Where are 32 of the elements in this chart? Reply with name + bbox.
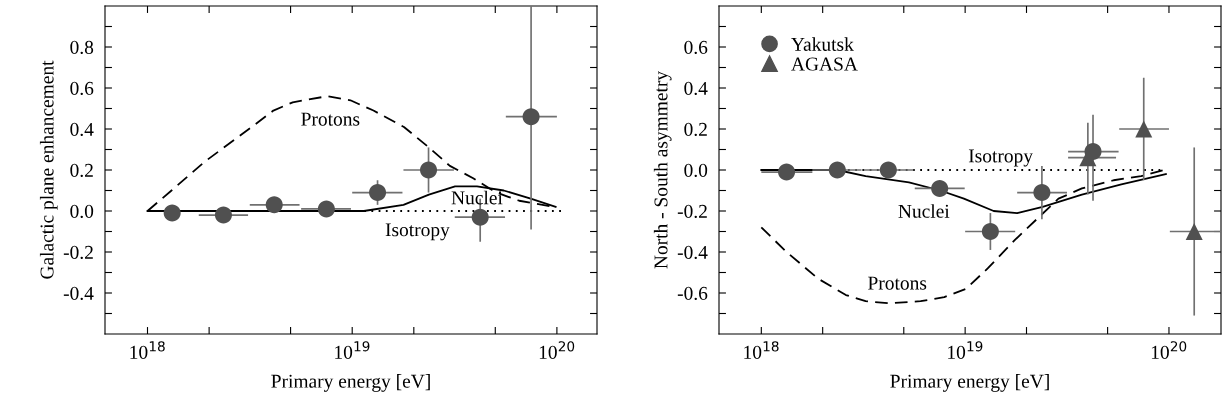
- y-tick-label: -0.2: [63, 245, 93, 260]
- legend-label: AGASA: [791, 57, 858, 71]
- y-tick-label: 0.4: [70, 122, 94, 137]
- annotation: Protons: [868, 276, 927, 290]
- annotation: Nuclei: [451, 190, 503, 205]
- y-tick-label: 0.0: [684, 163, 708, 178]
- y-tick-label: 0.6: [684, 40, 708, 55]
- y-tick-label: -0.4: [63, 286, 94, 301]
- legend-label: Yakutsk: [791, 37, 854, 51]
- y-tick-label: -0.4: [677, 245, 708, 260]
- x-tick-label: 10$^{20}$: [539, 341, 575, 359]
- y-tick-label: -0.2: [677, 204, 707, 219]
- y-tick-label: 0.2: [70, 163, 93, 178]
- x-tick-label: 10$^{18}$: [744, 341, 779, 359]
- y-tick-label: 0.6: [70, 81, 94, 96]
- x-tick-label: 10$^{19}$: [948, 341, 983, 359]
- y-axis-title: Galactic plane enhancement: [39, 60, 58, 279]
- y-axis-title: North - South asymmetry: [653, 70, 672, 269]
- annotation: Isotropy: [968, 149, 1033, 167]
- annotation: Nuclei: [898, 204, 950, 218]
- y-tick-label: 0.0: [70, 204, 94, 219]
- annotation: Isotropy: [385, 223, 450, 241]
- y-tick-label: -0.6: [677, 286, 708, 301]
- y-tick-label: 0.4: [684, 81, 708, 96]
- annotation: Protons: [301, 112, 360, 126]
- y-tick-label: 0.2: [684, 122, 707, 137]
- x-axis-title: Primary energy [eV]: [271, 374, 430, 392]
- x-tick-label: 10$^{20}$: [1151, 341, 1187, 359]
- x-tick-label: 10$^{19}$: [335, 341, 370, 359]
- x-axis-title: Primary energy [eV]: [890, 374, 1049, 392]
- y-tick-label: 0.8: [70, 40, 94, 55]
- x-tick-label: 10$^{18}$: [130, 341, 165, 359]
